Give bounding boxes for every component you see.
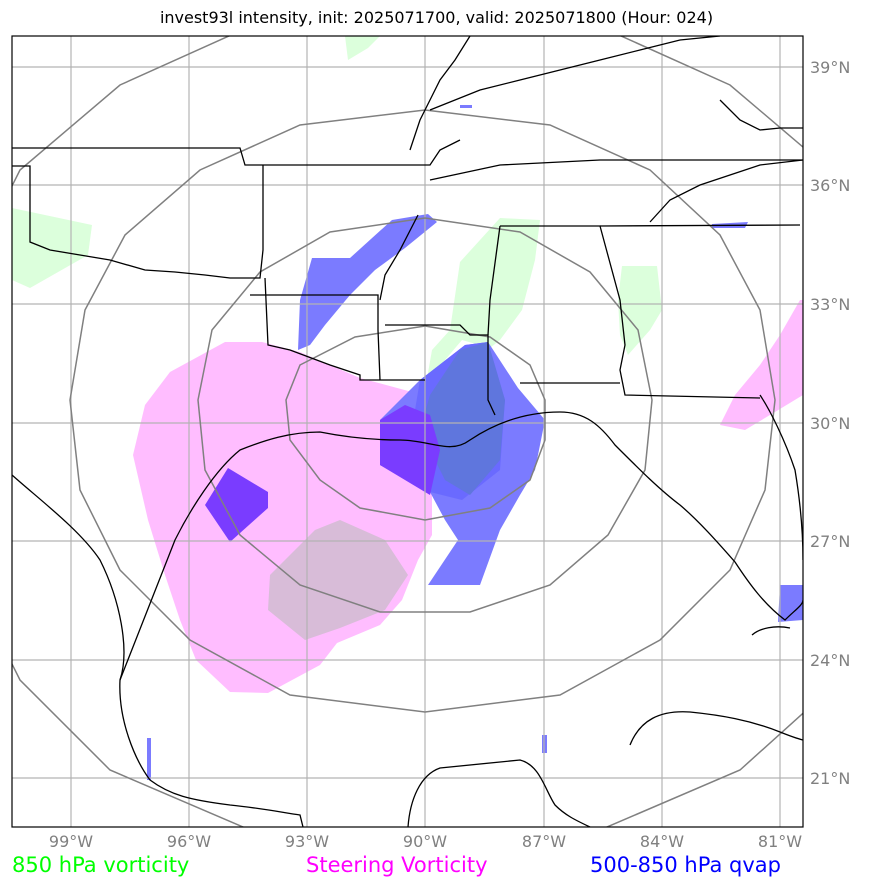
lon-label-81: 81°W — [758, 832, 802, 851]
legend-850-vorticity: 850 hPa vorticity — [12, 853, 190, 877]
coastlines-borders — [12, 36, 803, 827]
lon-label-99: 99°W — [49, 832, 93, 851]
lat-label-21: 21°N — [810, 769, 850, 788]
map-title: invest93l intensity, init: 2025071700, v… — [159, 8, 714, 27]
lat-label-36: 36°N — [810, 176, 850, 195]
qvap-layer — [147, 105, 803, 780]
lon-label-90: 90°W — [403, 832, 447, 851]
legend-steering-vorticity: Steering Vorticity — [306, 853, 488, 877]
longitude-labels: 99°W 96°W 93°W 90°W 87°W 84°W 81°W — [49, 832, 802, 851]
latitude-labels: 39°N 36°N 33°N 30°N 27°N 24°N 21°N — [810, 58, 850, 788]
lon-label-93: 93°W — [285, 832, 329, 851]
lat-label-27: 27°N — [810, 532, 850, 551]
lat-label-33: 33°N — [810, 295, 850, 314]
lat-label-24: 24°N — [810, 651, 850, 670]
legend-qvap: 500-850 hPa qvap — [590, 853, 781, 877]
lon-label-84: 84°W — [640, 832, 684, 851]
lat-label-39: 39°N — [810, 58, 850, 77]
lon-label-87: 87°W — [522, 832, 566, 851]
lon-label-96: 96°W — [167, 832, 211, 851]
steering-vorticity-layer — [133, 300, 803, 693]
map-area — [12, 36, 803, 827]
lat-label-30: 30°N — [810, 414, 850, 433]
map-frame — [11, 35, 804, 828]
